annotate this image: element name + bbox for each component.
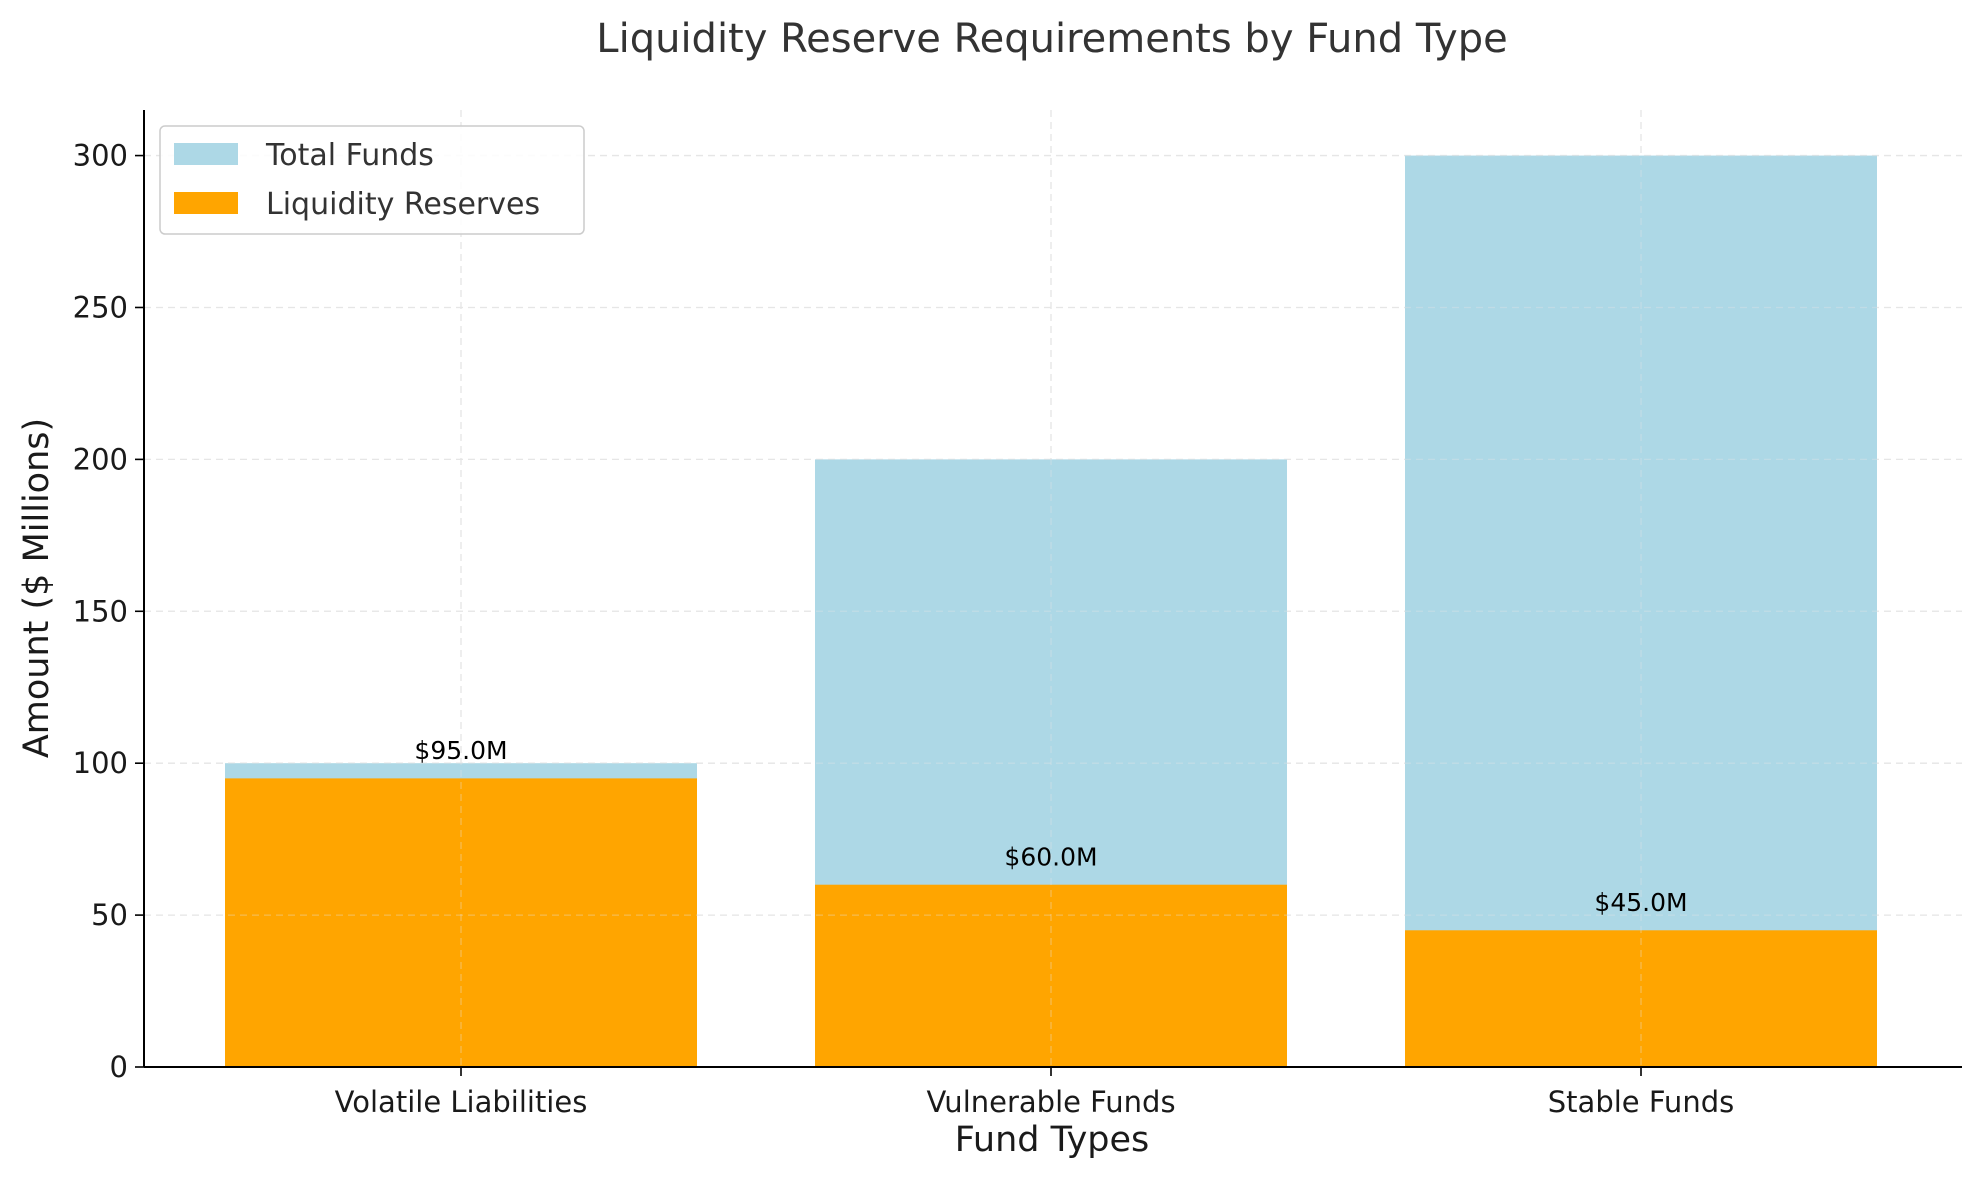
y-ticks: 0 50 100 150 200 250 300 [73, 139, 144, 1084]
x-ticks: Volatile Liabilities Vulnerable Funds Stab… [335, 1067, 1734, 1119]
bar-liquidity-reserves-1 [815, 884, 1287, 1067]
legend: Total Funds Liquidity Reserves [159, 125, 585, 235]
x-tick-label-0: Volatile Liabilities [335, 1085, 588, 1119]
y-tick-label-100: 100 [73, 746, 128, 780]
legend-swatch-total-funds [174, 143, 238, 165]
bar-total-funds-2 [1405, 155, 1877, 1068]
y-tick-label-200: 200 [73, 442, 128, 476]
y-tick-label-50: 50 [91, 898, 128, 932]
x-tick-label-2: Stable Funds [1548, 1085, 1734, 1119]
legend-label-total-funds: Total Funds [265, 138, 434, 173]
x-tick-label-1: Vulnerable Funds [926, 1085, 1175, 1119]
data-labels: $95.0M $60.0M $45.0M [414, 736, 1687, 917]
legend-label-liquidity-reserves: Liquidity Reserves [266, 187, 540, 222]
data-label-2: $45.0M [1594, 888, 1687, 917]
legend-swatch-liquidity-reserves [174, 192, 238, 214]
data-label-0: $95.0M [414, 736, 507, 765]
bars [144, 110, 1962, 1068]
data-label-1: $60.0M [1004, 843, 1097, 872]
bar-liquidity-reserves-0 [225, 778, 697, 1067]
y-axis-label: Amount ($ Millions) [17, 418, 57, 758]
y-tick-label-250: 250 [73, 290, 128, 324]
y-tick-label-0: 0 [110, 1050, 128, 1084]
y-tick-label-150: 150 [73, 594, 128, 628]
y-tick-label-300: 300 [73, 139, 128, 173]
x-axis-label: Fund Types [955, 1120, 1150, 1160]
legend-frame [159, 125, 585, 235]
bar-liquidity-reserves-2 [1405, 930, 1877, 1067]
chart-title: Liquidity Reserve Requirements by Fund T… [596, 16, 1507, 62]
